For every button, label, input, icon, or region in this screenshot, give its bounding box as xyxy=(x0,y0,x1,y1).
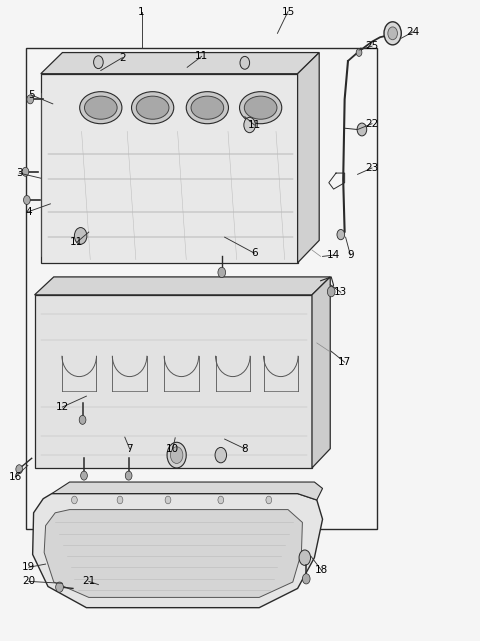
Text: 1: 1 xyxy=(138,6,145,17)
Polygon shape xyxy=(35,277,330,295)
Ellipse shape xyxy=(186,92,228,124)
Circle shape xyxy=(218,496,224,504)
Text: 11: 11 xyxy=(70,237,84,247)
Text: 17: 17 xyxy=(338,357,351,367)
Bar xyxy=(26,48,377,529)
Circle shape xyxy=(356,49,362,56)
Ellipse shape xyxy=(244,96,277,119)
Circle shape xyxy=(218,267,226,278)
Polygon shape xyxy=(41,53,319,74)
Text: 15: 15 xyxy=(281,6,295,17)
Polygon shape xyxy=(312,277,330,468)
Ellipse shape xyxy=(80,92,122,124)
Circle shape xyxy=(240,56,250,69)
Text: 12: 12 xyxy=(56,402,69,412)
Circle shape xyxy=(72,496,77,504)
Polygon shape xyxy=(44,510,302,597)
Text: 6: 6 xyxy=(251,248,258,258)
Circle shape xyxy=(357,123,367,136)
Polygon shape xyxy=(35,295,312,468)
Circle shape xyxy=(125,471,132,480)
Text: 18: 18 xyxy=(315,565,328,576)
Text: 11: 11 xyxy=(195,51,208,62)
Circle shape xyxy=(117,496,123,504)
Text: 7: 7 xyxy=(126,444,133,454)
Circle shape xyxy=(302,574,310,584)
Ellipse shape xyxy=(132,92,174,124)
Text: 19: 19 xyxy=(22,562,36,572)
Text: 2: 2 xyxy=(119,53,126,63)
Polygon shape xyxy=(52,482,323,500)
Ellipse shape xyxy=(84,96,117,119)
Text: 21: 21 xyxy=(82,576,96,587)
Polygon shape xyxy=(41,74,298,263)
Circle shape xyxy=(16,465,23,474)
Text: 22: 22 xyxy=(365,119,379,129)
Text: 4: 4 xyxy=(25,206,32,217)
Text: 25: 25 xyxy=(365,41,379,51)
Circle shape xyxy=(24,196,30,204)
Circle shape xyxy=(79,415,86,424)
Circle shape xyxy=(94,56,103,69)
Circle shape xyxy=(327,287,335,297)
Text: 9: 9 xyxy=(347,250,354,260)
Text: 8: 8 xyxy=(241,444,248,454)
Circle shape xyxy=(244,117,255,133)
Text: 11: 11 xyxy=(248,120,261,130)
Polygon shape xyxy=(33,494,323,608)
Text: 16: 16 xyxy=(9,472,22,482)
Ellipse shape xyxy=(191,96,224,119)
Circle shape xyxy=(74,228,87,244)
Text: 23: 23 xyxy=(365,163,379,173)
Ellipse shape xyxy=(136,96,169,119)
Text: 14: 14 xyxy=(327,250,340,260)
Ellipse shape xyxy=(240,92,282,124)
Circle shape xyxy=(22,167,29,176)
Circle shape xyxy=(384,22,401,45)
Circle shape xyxy=(165,496,171,504)
Text: 3: 3 xyxy=(16,168,23,178)
Circle shape xyxy=(81,471,87,480)
Text: 24: 24 xyxy=(406,27,420,37)
Circle shape xyxy=(56,582,63,592)
Circle shape xyxy=(266,496,272,504)
Text: 13: 13 xyxy=(334,287,348,297)
Circle shape xyxy=(27,95,34,104)
Circle shape xyxy=(215,447,227,463)
Text: 20: 20 xyxy=(22,576,36,587)
Circle shape xyxy=(388,27,397,40)
Circle shape xyxy=(167,442,186,468)
Circle shape xyxy=(170,447,183,463)
Circle shape xyxy=(299,550,311,565)
Polygon shape xyxy=(298,53,319,263)
Text: 10: 10 xyxy=(166,444,180,454)
Circle shape xyxy=(337,229,345,240)
Text: 5: 5 xyxy=(28,90,35,100)
